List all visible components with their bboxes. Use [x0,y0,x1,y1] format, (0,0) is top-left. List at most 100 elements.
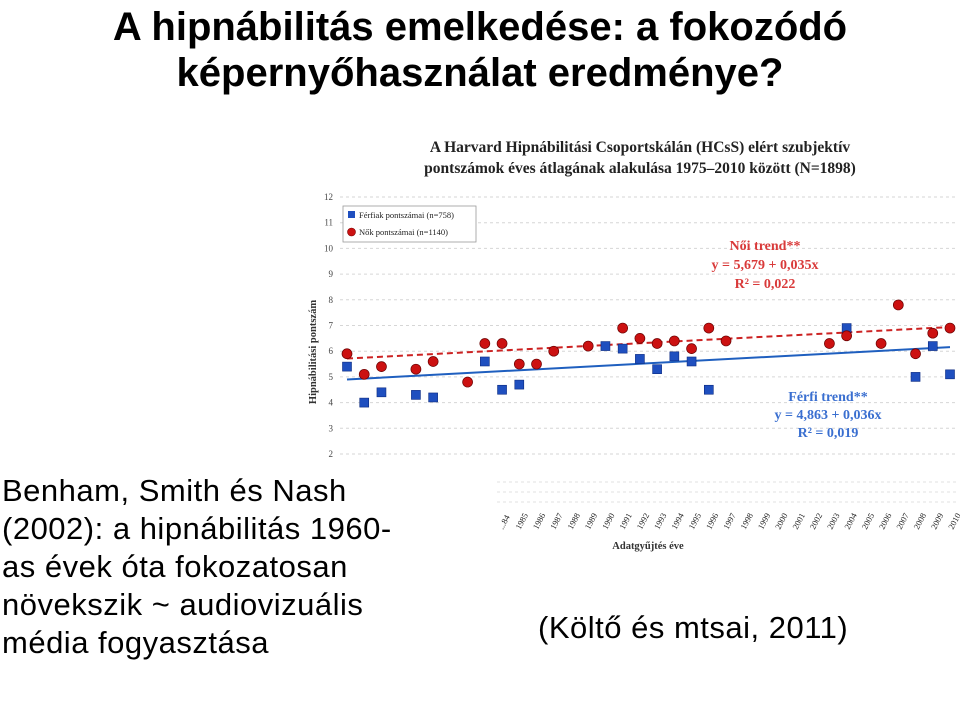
female-point-1993 [651,338,663,349]
y-tick-label-9: 9 [329,269,334,279]
x-tick-label-24: 2008 [911,511,928,531]
x-tick-label-5: 1989 [582,511,599,531]
female-point-2006 [875,338,887,349]
female-point-1997 [720,335,732,347]
male-point-1979 [411,390,421,400]
x-tick-label-12: 1996 [704,511,721,531]
male-trend-r2: R² = 0,019 [798,426,859,441]
y-tick-label-8: 8 [329,295,334,305]
y-axis-ticks: 2 3 4 5 6 7 8 9 10 11 12 [324,192,334,459]
x-tick-label-7: 1991 [617,511,634,531]
male-point-1990 [600,341,611,351]
male-series-points [342,323,955,408]
chart-title-line-2: pontszámok éves átlagának alakulása 1975… [424,160,856,177]
slide-title-line-2: képernyőhasználat eredménye? [176,51,784,95]
x-tick-label-21: 2005 [859,511,876,531]
x-tick-label-17: 2001 [790,511,807,531]
female-point-2009 [927,327,939,339]
female-point-2010 [944,322,956,334]
female-point-1992 [634,333,646,344]
x-tick-label-11: 1995 [686,511,703,531]
male-trend-line [346,346,951,381]
female-point-2008 [910,348,921,360]
male-point-2010 [945,369,955,380]
x-tick-label-18: 2002 [807,511,824,531]
female-point-1994 [668,335,680,347]
x-tick-label-23: 2007 [894,511,911,531]
x-tick-label-16: 2000 [773,511,790,531]
male-point-2008 [910,372,921,382]
y-tick-label-2: 2 [329,449,334,459]
male-point-1985 [514,379,525,390]
y-tick-label-5: 5 [329,372,334,382]
male-trend-equation: y = 4,863 + 0,036x [775,408,882,423]
x-tick-label-9: 1993 [652,511,669,531]
slide-title: A hipnábilitás emelkedése: a fokozódó ké… [0,4,960,96]
x-tick-label-6: 1990 [600,511,617,531]
male-point-1996 [703,384,714,395]
legend-box [342,205,477,243]
x-tick-label-8: 1992 [634,511,651,531]
female-point-2004 [841,330,852,342]
x-tick-label-25: 2009 [929,511,946,531]
male-point-1992 [635,354,645,364]
female-point-1975 [341,348,353,360]
male-point-1980 [428,392,438,403]
female-trend-line [346,326,951,360]
male-trend-label: Férfi trend** [788,390,867,405]
y-tick-label-10: 10 [324,243,334,253]
x-tick-label-10: 1994 [669,511,686,531]
female-point-1991 [617,322,629,334]
x-tick-label-15: 1999 [756,511,773,531]
male-point-1977 [376,387,387,398]
female-point-1995 [686,343,697,354]
y-tick-label-7: 7 [329,321,334,331]
female-series-points [341,299,956,388]
gridlines [340,196,958,503]
male-point-1995 [686,356,697,367]
y-tick-label-4: 4 [329,398,334,408]
x-axis-label: Adatgyűjtés éve [612,541,684,552]
caption-text: Benham, Smith és Nash (2002): a hipnábil… [2,472,472,662]
male-point-2009 [927,341,938,351]
x-tick-label-26: 2010 [946,511,960,531]
male-point-1983 [480,356,490,367]
female-trend-label: Női trend** [730,239,801,254]
female-point-1983 [479,338,491,349]
legend-female-marker [347,227,356,237]
male-point-1976 [359,397,370,408]
x-tick-label-20: 2004 [842,511,859,531]
caption-line-1: Benham, Smith és Nash [2,473,347,508]
x-tick-label-1: 1985 [513,511,530,531]
female-trend-r2: R² = 0,022 [735,277,796,292]
male-point-1984 [497,384,507,395]
legend-male-label: Férfiak pontszámai (n=758) [359,210,454,220]
female-point-1986 [531,358,542,370]
x-tick-label-19: 2003 [825,511,842,531]
y-tick-label-12: 12 [324,192,333,202]
x-tick-label-3: 1987 [548,511,565,531]
caption-line-3: as évek óta fokozatosan [2,549,348,584]
male-point-1994 [669,351,680,362]
caption-line-4: növekszik ~ audiovizuális [2,587,364,622]
y-tick-label-6: 6 [329,346,334,356]
female-point-1980 [427,356,439,367]
citation: (Költő és mtsai, 2011) [538,610,849,645]
caption-line-5: média fogyasztása [2,625,269,660]
female-point-1982 [462,376,473,388]
x-tick-label-0: ...84 [496,512,512,530]
legend-male-marker [348,211,355,218]
x-tick-label-2: 1986 [531,511,548,531]
female-point-1985 [513,358,525,370]
female-trend-equation: y = 5,679 + 0,035x [712,258,819,273]
male-trend-annotation: Férfi trend** y = 4,863 + 0,036x R² = 0,… [775,390,882,441]
y-tick-label-11: 11 [324,218,333,228]
female-point-1979 [410,363,422,375]
slide-title-line-1: A hipnábilitás emelkedése: a fokozódó [112,5,848,49]
female-point-1987 [548,345,560,357]
x-tick-label-22: 2006 [877,511,894,531]
male-point-1975 [342,361,352,372]
male-point-1993 [652,364,662,374]
legend: Férfiak pontszámai (n=758) Nők pontszáma… [342,205,477,243]
